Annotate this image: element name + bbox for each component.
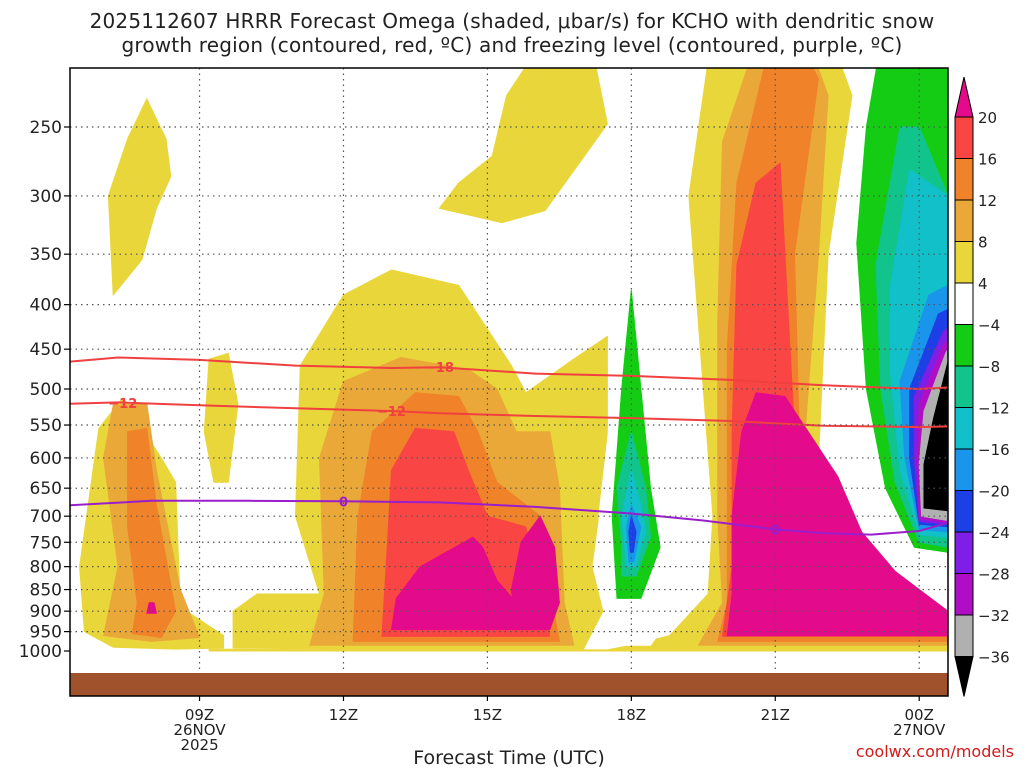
- omega-region-3: [203, 352, 239, 483]
- contour-label-4: 0: [771, 523, 780, 538]
- colorbar-bottom-arrow: [954, 656, 974, 697]
- x-tick-label-24-1: 27NOV: [893, 721, 946, 739]
- colorbar-top-arrow: [954, 76, 974, 118]
- omega-region-15: [510, 515, 560, 631]
- y-tick-label-600: 600: [30, 449, 62, 469]
- contour--18: [70, 356, 948, 391]
- colorbar-label-3: 8: [978, 234, 988, 252]
- colorbar-label-7: −12: [978, 400, 1010, 418]
- colorbar-bin-2: [954, 158, 974, 201]
- contour-label-0: −18: [425, 361, 454, 376]
- x-tick-label-9-2: 2025: [180, 736, 218, 754]
- omega-region-0: [107, 98, 172, 296]
- chart-title-line1: 2025112607 HRRR Forecast Omega (shaded, …: [89, 9, 935, 33]
- y-tick-label-650: 650: [30, 479, 62, 499]
- colorbar-bin-3: [954, 199, 974, 242]
- colorbar-label-9: −20: [978, 483, 1010, 501]
- ground-surface: [70, 673, 948, 696]
- y-tick-label-450: 450: [30, 340, 62, 360]
- omega-region-1: [438, 68, 608, 224]
- colorbar-bin-4: [954, 241, 974, 284]
- colorbar-label-6: −8: [978, 358, 1000, 376]
- y-tick-label-950: 950: [30, 623, 62, 643]
- colorbar-label-1: 16: [978, 151, 997, 169]
- x-tick-label-18-0: 18Z: [617, 706, 646, 724]
- watermark: coolwx.com/models: [855, 742, 1014, 761]
- colorbar-label-12: −32: [978, 607, 1010, 625]
- colorbar-bin-10: [954, 490, 974, 533]
- colorbar-label-10: −24: [978, 524, 1010, 542]
- y-tick-label-800: 800: [30, 558, 62, 578]
- colorbar-bin-13: [954, 614, 974, 657]
- x-tick-label-9-0: 09Z: [185, 706, 214, 724]
- y-tick-label-1000: 1000: [19, 642, 62, 662]
- omega-region-23: [628, 515, 637, 553]
- plot-frame: [69, 67, 949, 697]
- colorbar-label-2: 12: [978, 192, 997, 210]
- x-tick-label-24-0: 00Z: [905, 706, 934, 724]
- colorbar-bin-8: [954, 407, 974, 450]
- y-tick-label-900: 900: [30, 602, 62, 622]
- omega-region-33: [923, 361, 948, 512]
- colorbar-label-0: 20: [978, 109, 997, 127]
- x-tick-label-21-0: 21Z: [761, 706, 790, 724]
- colorbar-label-5: −4: [978, 317, 1000, 335]
- colorbar-bin-1: [954, 116, 974, 159]
- contour-label-3: 0: [339, 495, 348, 510]
- colorbar-label-13: −36: [978, 649, 1010, 667]
- contour-label-2: −12: [377, 405, 406, 420]
- colorbar-label-11: −28: [978, 566, 1010, 584]
- x-tick-label-12-0: 12Z: [329, 706, 358, 724]
- y-tick-label-550: 550: [30, 416, 62, 436]
- colorbar-bin-12: [954, 573, 974, 616]
- omega-shading-group: [70, 68, 948, 696]
- colorbar-label-4: 4: [978, 275, 988, 293]
- omega-region-9: [127, 427, 177, 638]
- colorbar-bin-11: [954, 531, 974, 574]
- y-tick-label-700: 700: [30, 507, 62, 527]
- y-tick-label-400: 400: [30, 296, 62, 316]
- colorbar-bin-5: [954, 282, 974, 325]
- contour-label-1: −12: [108, 397, 137, 412]
- y-tick-label-250: 250: [30, 118, 62, 138]
- x-tick-label-9-1: 26NOV: [173, 721, 226, 739]
- x-axis-label: Forecast Time (UTC): [413, 747, 604, 768]
- colorbar-bin-6: [954, 324, 974, 367]
- colorbar-label-8: −16: [978, 441, 1010, 459]
- y-tick-label-750: 750: [30, 533, 62, 553]
- y-tick-label-500: 500: [30, 380, 62, 400]
- omega-region-16: [726, 392, 948, 637]
- colorbar-bin-7: [954, 365, 974, 408]
- y-tick-label-300: 300: [30, 187, 62, 207]
- y-tick-label-350: 350: [30, 245, 62, 265]
- colorbar-bin-9: [954, 448, 974, 491]
- y-tick-label-850: 850: [30, 581, 62, 601]
- chart-title-line2: growth region (contoured, red, ºC) and f…: [121, 33, 903, 57]
- x-tick-label-15-0: 15Z: [473, 706, 502, 724]
